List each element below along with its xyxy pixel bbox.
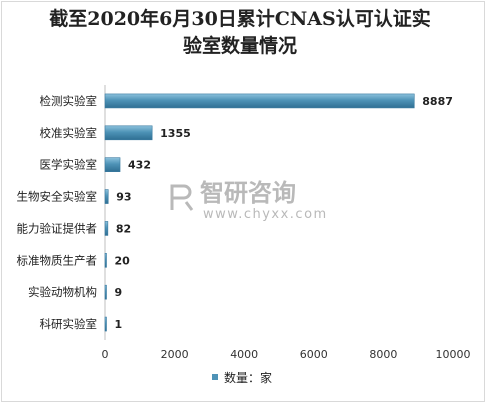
data-label: 93 <box>116 191 131 204</box>
data-label: 1 <box>115 318 123 331</box>
bars-group <box>104 93 415 332</box>
watermark: 智研咨询 www.chyxx.com <box>170 179 328 222</box>
bar <box>104 253 107 268</box>
data-label: 8887 <box>422 95 453 108</box>
x-tick-label: 4000 <box>230 348 258 361</box>
x-tick-label: 8000 <box>369 348 397 361</box>
data-label: 1355 <box>160 127 191 140</box>
bar <box>104 93 415 109</box>
category-label: 校准实验室 <box>40 126 98 140</box>
category-label: 医学实验室 <box>40 158 98 172</box>
x-tick-label: 2000 <box>161 348 189 361</box>
bar <box>104 125 153 141</box>
data-label: 9 <box>115 286 123 299</box>
legend: 数量：家 <box>212 370 273 385</box>
category-label: 检测实验室 <box>40 94 98 108</box>
category-label: 标准物质生产者 <box>17 253 98 267</box>
bar <box>104 316 107 332</box>
legend-swatch <box>212 374 218 380</box>
bar <box>104 157 121 172</box>
category-label: 能力验证提供者 <box>17 221 98 235</box>
data-label: 82 <box>116 222 131 235</box>
x-tick-label: 10000 <box>436 348 471 361</box>
chart-title: 截至2020年6月30日累计CNAS认可认证实 验室数量情况 <box>40 6 440 60</box>
x-tick-label: 0 <box>102 348 109 361</box>
labels-group: 检测实验室 8887 校准实验室 1355 医学实验室 432 生物安全实验室 93 能力验证提… <box>17 94 453 331</box>
chart-title-line-1: 截至2020年6月30日累计CNAS认可认证实 <box>49 8 431 30</box>
bar <box>104 189 109 204</box>
watermark-logo-icon <box>170 184 194 211</box>
data-label: 20 <box>115 254 131 267</box>
watermark-brand: 智研咨询 <box>200 179 296 207</box>
data-label: 432 <box>128 159 151 172</box>
chart-title-line-2: 验室数量情况 <box>182 35 297 57</box>
bar <box>104 284 107 300</box>
axes: 0 2000 4000 6000 8000 10000 <box>102 85 471 361</box>
category-label: 实验动物机构 <box>28 285 97 299</box>
watermark-url: www.chyxx.com <box>203 207 328 222</box>
x-tick-label: 6000 <box>300 348 328 361</box>
category-label: 科研实验室 <box>40 317 98 331</box>
category-label: 生物安全实验室 <box>17 190 98 204</box>
legend-label: 数量：家 <box>224 370 273 385</box>
bar <box>104 221 109 236</box>
